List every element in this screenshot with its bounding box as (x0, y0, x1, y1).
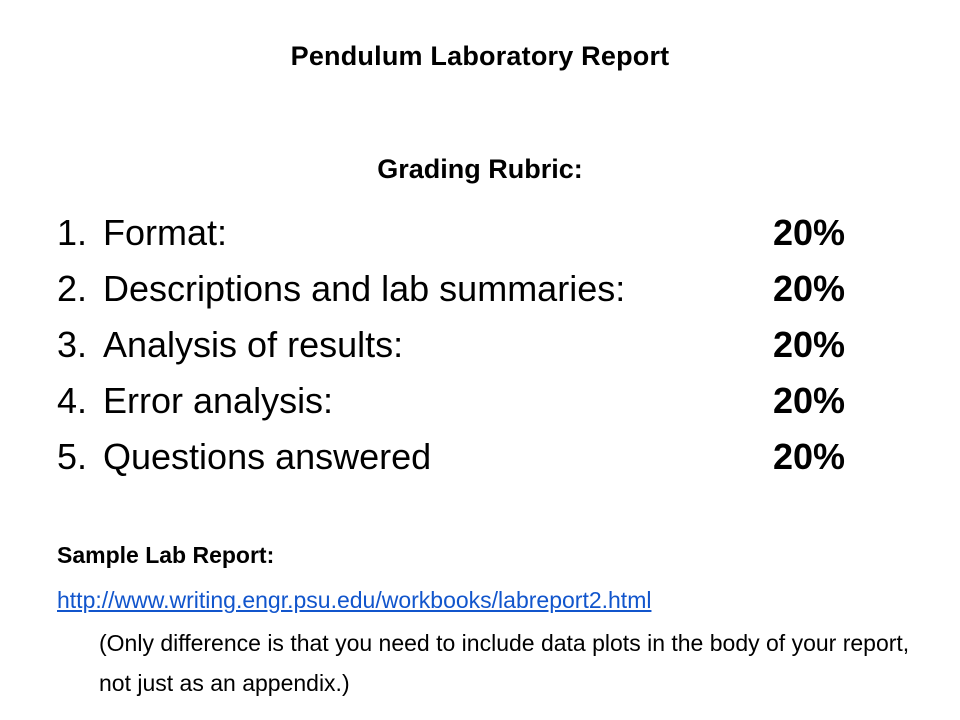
rubric-item-number: 4. (57, 380, 88, 421)
sample-report-note: (Only difference is that you need to inc… (99, 630, 910, 696)
rubric-item-label: Error analysis: (103, 380, 334, 421)
rubric-item-weight: 20% (773, 380, 846, 421)
grading-rubric-list: 1. Format: 20% 2. Descriptions and lab s… (57, 205, 937, 485)
rubric-item-label: Analysis of results: (103, 324, 404, 365)
rubric-item-label: Descriptions and lab summaries: (103, 268, 626, 309)
rubric-item: 3. Analysis of results: 20% (57, 317, 937, 373)
rubric-item-number: 3. (57, 324, 88, 365)
rubric-item-weight: 20% (773, 324, 846, 365)
rubric-item: 5. Questions answered 20% (57, 429, 937, 485)
rubric-item: 2. Descriptions and lab summaries: 20% (57, 261, 937, 317)
sample-report-heading: Sample Lab Report: (57, 542, 275, 568)
rubric-heading: Grading Rubric: (377, 154, 583, 184)
rubric-item-weight: 20% (773, 212, 846, 253)
rubric-item: 4. Error analysis: 20% (57, 373, 937, 429)
rubric-item-weight: 20% (773, 436, 846, 477)
rubric-item-number: 1. (57, 212, 88, 253)
rubric-item-number: 2. (57, 268, 88, 309)
rubric-item-number: 5. (57, 436, 88, 477)
rubric-item: 1. Format: 20% (57, 205, 937, 261)
rubric-item-weight: 20% (773, 268, 846, 309)
sample-report-link[interactable]: http://www.writing.engr.psu.edu/workbook… (57, 587, 652, 613)
page-title: Pendulum Laboratory Report (290, 41, 670, 71)
rubric-item-label: Format: (103, 212, 228, 253)
rubric-item-label: Questions answered (103, 436, 432, 477)
